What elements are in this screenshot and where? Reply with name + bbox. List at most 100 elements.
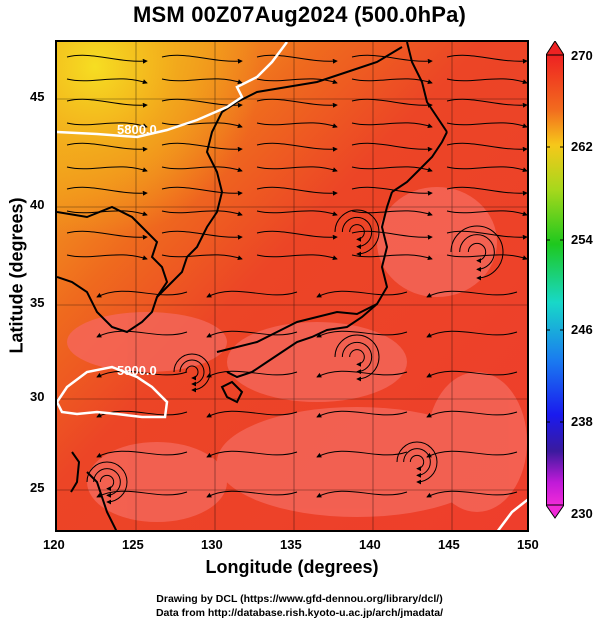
streamline xyxy=(316,290,408,298)
contour-label-upper: 5800.0 xyxy=(117,122,157,137)
streamline xyxy=(161,98,243,108)
streamline xyxy=(316,450,408,458)
streamline xyxy=(467,242,487,264)
streamline xyxy=(206,370,298,378)
map-canvas: 5800.0 5900.0 xyxy=(57,42,527,530)
streamline xyxy=(256,78,338,85)
streamline xyxy=(161,142,243,152)
streamline xyxy=(161,166,243,173)
streamline xyxy=(99,474,115,492)
streamline xyxy=(426,290,518,298)
streamline xyxy=(206,450,298,458)
streamline xyxy=(66,122,148,129)
streamline xyxy=(66,78,148,85)
streamline xyxy=(256,254,338,261)
streamline xyxy=(341,216,373,250)
x-tick-label: 130 xyxy=(201,537,223,552)
pale-patches xyxy=(67,187,527,522)
y-axis-title: Latitude (degrees) xyxy=(6,197,27,354)
streamline xyxy=(66,210,148,217)
streamline xyxy=(426,330,518,338)
streamline xyxy=(396,441,438,485)
y-tick-label: 25 xyxy=(30,480,45,495)
streamline xyxy=(316,370,408,378)
streamline xyxy=(334,334,380,382)
x-tick-label: 150 xyxy=(517,537,539,552)
colorbar-label: 230 xyxy=(571,506,593,521)
streamline xyxy=(446,54,527,64)
streamline xyxy=(316,330,408,338)
streamline xyxy=(446,210,527,217)
streamline xyxy=(161,122,243,129)
colorbar-label: 270 xyxy=(571,48,593,63)
streamline xyxy=(256,98,338,108)
streamline xyxy=(96,370,188,378)
x-tick-label: 120 xyxy=(43,537,65,552)
streamlines xyxy=(66,54,527,505)
streamline xyxy=(161,254,243,261)
streamline xyxy=(173,353,211,393)
streamline xyxy=(409,454,425,472)
streamline xyxy=(403,448,431,478)
streamline xyxy=(351,210,433,217)
streamline xyxy=(351,78,433,85)
streamline xyxy=(351,230,433,240)
map-title: MSM 00Z07Aug2024 (500.0hPa) xyxy=(132,2,467,27)
streamline xyxy=(446,78,527,85)
contour-5900 xyxy=(57,365,169,419)
streamline xyxy=(351,122,433,129)
streamline xyxy=(256,142,338,152)
streamline xyxy=(446,230,527,240)
streamline xyxy=(446,166,527,173)
streamline xyxy=(446,98,527,108)
x-tick-label: 135 xyxy=(280,537,302,552)
streamline xyxy=(66,186,148,196)
streamline xyxy=(446,186,527,196)
streamline xyxy=(66,98,148,108)
streamline xyxy=(334,209,380,257)
contour-5900-se xyxy=(496,498,527,530)
x-tick-label: 125 xyxy=(122,537,144,552)
streamline xyxy=(446,142,527,152)
streamline xyxy=(161,210,243,217)
streamline xyxy=(426,410,518,418)
streamline xyxy=(206,490,298,498)
x-axis-title: Longitude (degrees) xyxy=(205,557,379,577)
y-tick-label: 45 xyxy=(30,89,45,104)
streamline xyxy=(161,78,243,85)
streamline xyxy=(459,234,495,272)
streamline xyxy=(185,365,199,381)
streamline xyxy=(351,54,433,64)
streamline xyxy=(161,54,243,64)
colorbar-label: 254 xyxy=(571,232,593,247)
streamline xyxy=(351,142,433,152)
streamline xyxy=(96,450,188,458)
y-tick-label: 30 xyxy=(30,389,45,404)
streamline xyxy=(96,290,188,298)
streamline xyxy=(66,254,148,261)
streamline xyxy=(426,370,518,378)
streamline xyxy=(206,330,298,338)
streamline xyxy=(426,450,518,458)
contour-5800 xyxy=(57,42,288,139)
streamline xyxy=(179,359,205,387)
y-tick-label: 40 xyxy=(30,197,45,212)
streamline xyxy=(351,166,433,173)
streamline xyxy=(66,142,148,152)
streamline xyxy=(446,122,527,129)
streamline xyxy=(349,349,365,367)
height-contours xyxy=(57,42,527,530)
streamline xyxy=(256,230,338,240)
streamline xyxy=(426,490,518,498)
credit-line-1: Drawing by DCL (https://www.gfd-dennou.o… xyxy=(156,593,443,605)
streamline xyxy=(96,490,188,498)
colorbar-label: 238 xyxy=(571,414,593,429)
streamline xyxy=(349,224,365,242)
streamline xyxy=(86,461,128,505)
colorbar-label: 246 xyxy=(571,322,593,337)
streamline xyxy=(341,341,373,375)
streamline xyxy=(66,54,148,64)
streamline xyxy=(206,290,298,298)
colorbar-label: 262 xyxy=(571,139,593,154)
streamline xyxy=(316,410,408,418)
